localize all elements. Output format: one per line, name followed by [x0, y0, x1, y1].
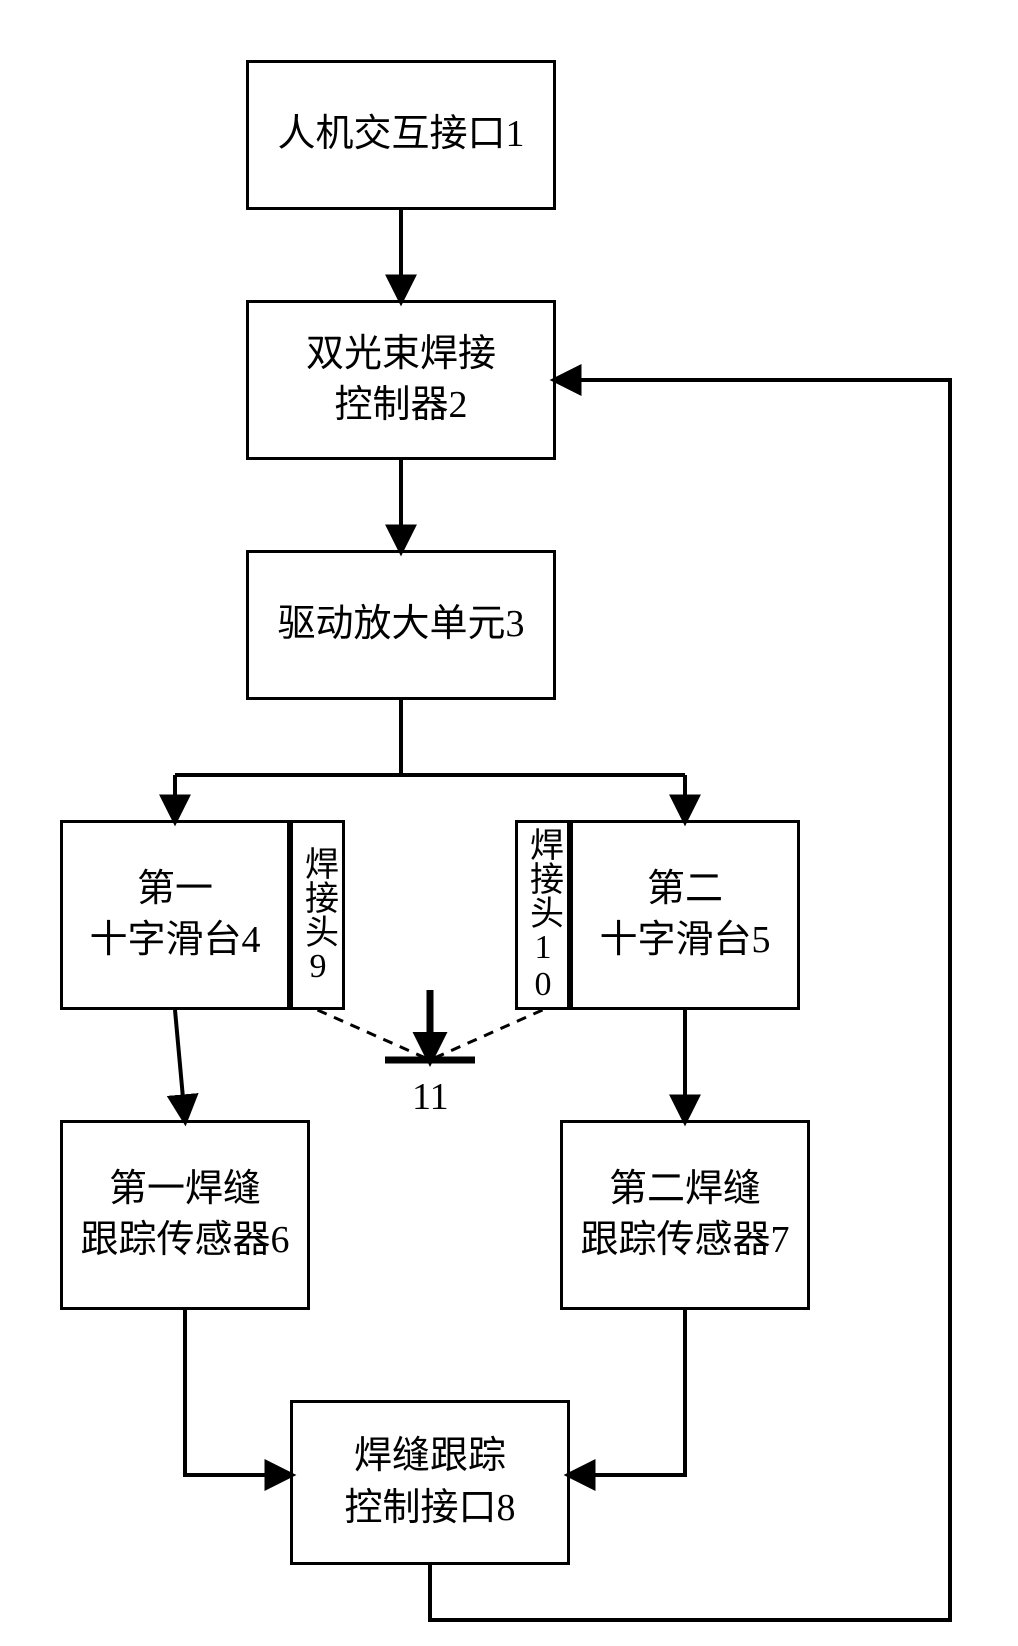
- label-11: 11: [412, 1075, 449, 1119]
- node-drive-amp: 驱动放大单元3: [246, 550, 556, 700]
- node-label: 第一 十字滑台4: [89, 864, 260, 967]
- node-label: 焊接头10: [526, 827, 560, 1003]
- node-cross-slide-2: 第二 十字滑台5: [570, 820, 800, 1010]
- node-label: 第二 十字滑台5: [599, 864, 770, 967]
- node-label: 焊接头9: [301, 846, 335, 985]
- label-11-text: 11: [412, 1076, 449, 1118]
- node-label: 驱动放大单元3: [277, 599, 524, 650]
- node-seam-sensor-1: 第一焊缝 跟踪传感器6: [60, 1120, 310, 1310]
- node-hmi: 人机交互接口1: [246, 60, 556, 210]
- node-seam-sensor-2: 第二焊缝 跟踪传感器7: [560, 1120, 810, 1310]
- node-seam-tracking-if: 焊缝跟踪 控制接口8: [290, 1400, 570, 1565]
- node-label: 人机交互接口1: [277, 109, 524, 160]
- node-label: 第一焊缝 跟踪传感器6: [80, 1164, 289, 1267]
- node-controller: 双光束焊接 控制器2: [246, 300, 556, 460]
- node-label: 第二焊缝 跟踪传感器7: [580, 1164, 789, 1267]
- node-weld-head-9: 焊接头9: [290, 820, 345, 1010]
- node-cross-slide-1: 第一 十字滑台4: [60, 820, 290, 1010]
- node-label: 焊缝跟踪 控制接口8: [344, 1431, 515, 1534]
- node-label: 双光束焊接 控制器2: [306, 329, 496, 432]
- diagram-canvas: 人机交互接口1 双光束焊接 控制器2 驱动放大单元3 第一 十字滑台4 第二 十…: [0, 0, 1018, 1646]
- node-weld-head-10: 焊接头10: [515, 820, 570, 1010]
